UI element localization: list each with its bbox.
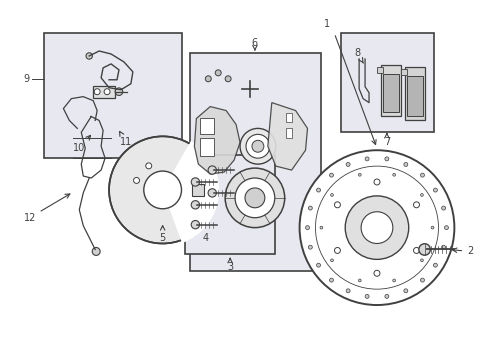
Circle shape bbox=[431, 226, 434, 229]
Circle shape bbox=[86, 53, 93, 59]
Circle shape bbox=[146, 163, 152, 169]
Circle shape bbox=[361, 212, 393, 243]
Bar bbox=[405, 67, 425, 121]
Circle shape bbox=[385, 157, 389, 161]
Circle shape bbox=[144, 171, 181, 209]
Circle shape bbox=[441, 245, 445, 249]
Circle shape bbox=[374, 179, 380, 185]
Text: 10: 10 bbox=[73, 135, 91, 153]
Circle shape bbox=[235, 178, 275, 218]
Bar bbox=[185, 155, 275, 255]
Text: 3: 3 bbox=[227, 262, 233, 272]
Circle shape bbox=[346, 289, 350, 293]
Circle shape bbox=[335, 202, 341, 208]
Bar bbox=[200, 118, 214, 134]
Circle shape bbox=[191, 220, 199, 229]
Circle shape bbox=[329, 278, 334, 282]
Text: 5: 5 bbox=[160, 226, 166, 243]
Circle shape bbox=[240, 129, 276, 164]
Circle shape bbox=[308, 206, 312, 210]
Circle shape bbox=[245, 188, 265, 208]
Circle shape bbox=[320, 226, 323, 229]
Bar bbox=[44, 33, 182, 158]
Bar bbox=[377, 67, 383, 73]
Circle shape bbox=[444, 226, 448, 230]
Circle shape bbox=[420, 194, 423, 196]
Circle shape bbox=[225, 168, 285, 228]
Circle shape bbox=[404, 289, 408, 293]
Circle shape bbox=[420, 259, 423, 262]
Circle shape bbox=[335, 247, 341, 253]
Bar bbox=[401, 69, 407, 75]
Circle shape bbox=[365, 294, 369, 298]
Circle shape bbox=[225, 76, 231, 82]
Circle shape bbox=[434, 263, 438, 267]
Circle shape bbox=[317, 263, 320, 267]
Circle shape bbox=[358, 174, 361, 176]
Circle shape bbox=[345, 196, 409, 260]
Bar bbox=[93, 86, 115, 98]
Circle shape bbox=[215, 70, 221, 76]
Circle shape bbox=[299, 150, 454, 305]
Text: 7: 7 bbox=[384, 137, 390, 147]
Text: 1: 1 bbox=[324, 19, 330, 29]
Circle shape bbox=[306, 226, 310, 230]
Text: 2: 2 bbox=[452, 247, 473, 256]
Circle shape bbox=[393, 279, 395, 282]
Circle shape bbox=[208, 189, 217, 197]
Wedge shape bbox=[163, 141, 219, 243]
Bar bbox=[286, 129, 292, 138]
Circle shape bbox=[317, 188, 320, 192]
Circle shape bbox=[205, 76, 211, 82]
Circle shape bbox=[329, 173, 334, 177]
Circle shape bbox=[94, 89, 100, 95]
Circle shape bbox=[420, 173, 424, 177]
Bar bbox=[381, 65, 401, 117]
Circle shape bbox=[208, 166, 217, 174]
Bar bbox=[341, 33, 434, 132]
Bar bbox=[191, 53, 321, 271]
Text: 4: 4 bbox=[202, 233, 208, 243]
Bar bbox=[200, 138, 214, 156]
Circle shape bbox=[104, 89, 110, 95]
Polygon shape bbox=[195, 107, 240, 174]
Circle shape bbox=[331, 194, 333, 196]
Circle shape bbox=[419, 244, 430, 255]
Bar bbox=[383, 74, 399, 112]
Circle shape bbox=[420, 278, 424, 282]
Circle shape bbox=[374, 270, 380, 276]
Bar bbox=[286, 113, 292, 122]
Bar bbox=[407, 76, 422, 116]
Circle shape bbox=[404, 162, 408, 166]
Circle shape bbox=[434, 188, 438, 192]
Circle shape bbox=[414, 247, 419, 253]
Circle shape bbox=[115, 88, 123, 95]
Circle shape bbox=[414, 202, 419, 208]
Bar bbox=[193, 184, 204, 196]
Circle shape bbox=[346, 162, 350, 166]
Circle shape bbox=[441, 206, 445, 210]
Circle shape bbox=[191, 178, 199, 186]
Circle shape bbox=[134, 177, 140, 183]
Circle shape bbox=[252, 140, 264, 152]
Circle shape bbox=[109, 136, 216, 243]
Text: 9: 9 bbox=[24, 74, 30, 84]
Text: 12: 12 bbox=[24, 194, 70, 223]
Circle shape bbox=[92, 247, 100, 255]
Circle shape bbox=[246, 134, 270, 158]
Circle shape bbox=[393, 174, 395, 176]
Circle shape bbox=[331, 259, 333, 262]
Circle shape bbox=[365, 157, 369, 161]
Circle shape bbox=[385, 294, 389, 298]
Text: 6: 6 bbox=[252, 38, 258, 48]
Circle shape bbox=[358, 279, 361, 282]
Text: 8: 8 bbox=[354, 48, 364, 63]
Text: 11: 11 bbox=[120, 131, 132, 147]
Circle shape bbox=[191, 201, 199, 209]
Polygon shape bbox=[268, 103, 308, 170]
Circle shape bbox=[308, 245, 312, 249]
